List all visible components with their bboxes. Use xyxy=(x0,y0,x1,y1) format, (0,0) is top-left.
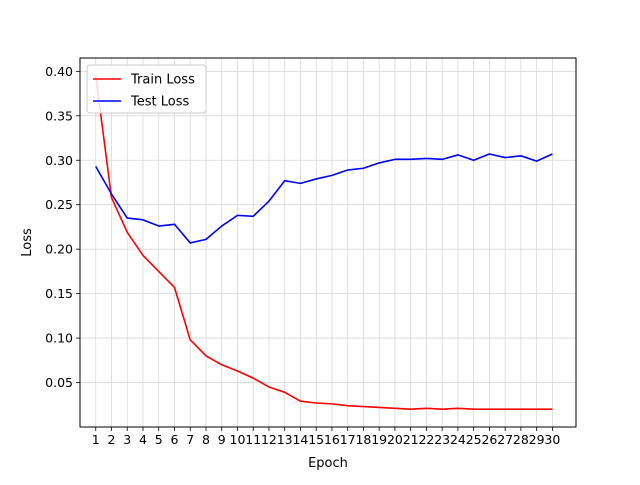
x-tick-label: 10 xyxy=(230,432,246,447)
legend-label-test-loss: Test Loss xyxy=(130,95,189,110)
y-tick-label: 0.25 xyxy=(45,197,73,212)
x-tick-label: 23 xyxy=(434,432,450,447)
x-tick-label: 24 xyxy=(450,432,466,447)
y-axis-ticks: 0.05 0.10 0.15 0.20 0.25 0.30 0.35 0.40 xyxy=(45,64,80,390)
test-loss-line xyxy=(95,153,553,244)
y-tick-label: 0.20 xyxy=(45,242,73,257)
x-tick-label: 27 xyxy=(497,432,513,447)
x-tick-label: 9 xyxy=(218,432,226,447)
x-axis-ticks: 1 2 3 4 5 6 7 8 9 10 11 12 13 14 15 16 17 18 19 20 21 22 23 24 2… xyxy=(92,427,560,447)
x-tick-label: 22 xyxy=(418,432,434,447)
x-tick-label: 4 xyxy=(139,432,147,447)
x-tick-label: 15 xyxy=(308,432,324,447)
x-tick-label: 28 xyxy=(513,432,529,447)
x-tick-label: 13 xyxy=(277,432,293,447)
series-lines xyxy=(94,75,553,411)
y-tick-label: 0.30 xyxy=(45,153,73,168)
x-tick-label: 18 xyxy=(355,432,371,447)
x-tick-label: 21 xyxy=(403,432,419,447)
y-tick-label: 0.10 xyxy=(45,331,73,346)
train-loss-line xyxy=(94,75,553,411)
x-tick-label: 20 xyxy=(387,432,403,447)
x-tick-label: 30 xyxy=(544,432,560,447)
x-tick-label: 25 xyxy=(466,432,482,447)
y-tick-label: 0.15 xyxy=(45,286,73,301)
x-tick-label: 12 xyxy=(261,432,277,447)
x-tick-label: 17 xyxy=(340,432,356,447)
x-tick-label: 29 xyxy=(529,432,545,447)
x-tick-label: 19 xyxy=(371,432,387,447)
y-tick-label: 0.05 xyxy=(45,375,73,390)
x-tick-label: 8 xyxy=(202,432,210,447)
legend-label-train-loss: Train Loss xyxy=(130,73,195,88)
grid xyxy=(80,58,576,427)
y-tick-label: 0.35 xyxy=(45,108,73,123)
legend: Train Loss Test Loss xyxy=(86,64,207,114)
plot-frame xyxy=(79,57,577,428)
y-tick-label: 0.40 xyxy=(45,64,73,79)
x-tick-label: 1 xyxy=(92,432,100,447)
x-tick-label: 5 xyxy=(155,432,163,447)
x-tick-label: 14 xyxy=(292,432,308,447)
x-tick-label: 7 xyxy=(186,432,194,447)
x-tick-label: 26 xyxy=(481,432,497,447)
y-axis-label: Loss xyxy=(20,228,35,257)
x-tick-label: 16 xyxy=(324,432,340,447)
x-tick-label: 2 xyxy=(108,432,116,447)
x-axis-label: Epoch xyxy=(308,456,348,471)
x-tick-label: 3 xyxy=(123,432,131,447)
x-tick-label: 11 xyxy=(245,432,261,447)
x-tick-label: 6 xyxy=(170,432,178,447)
